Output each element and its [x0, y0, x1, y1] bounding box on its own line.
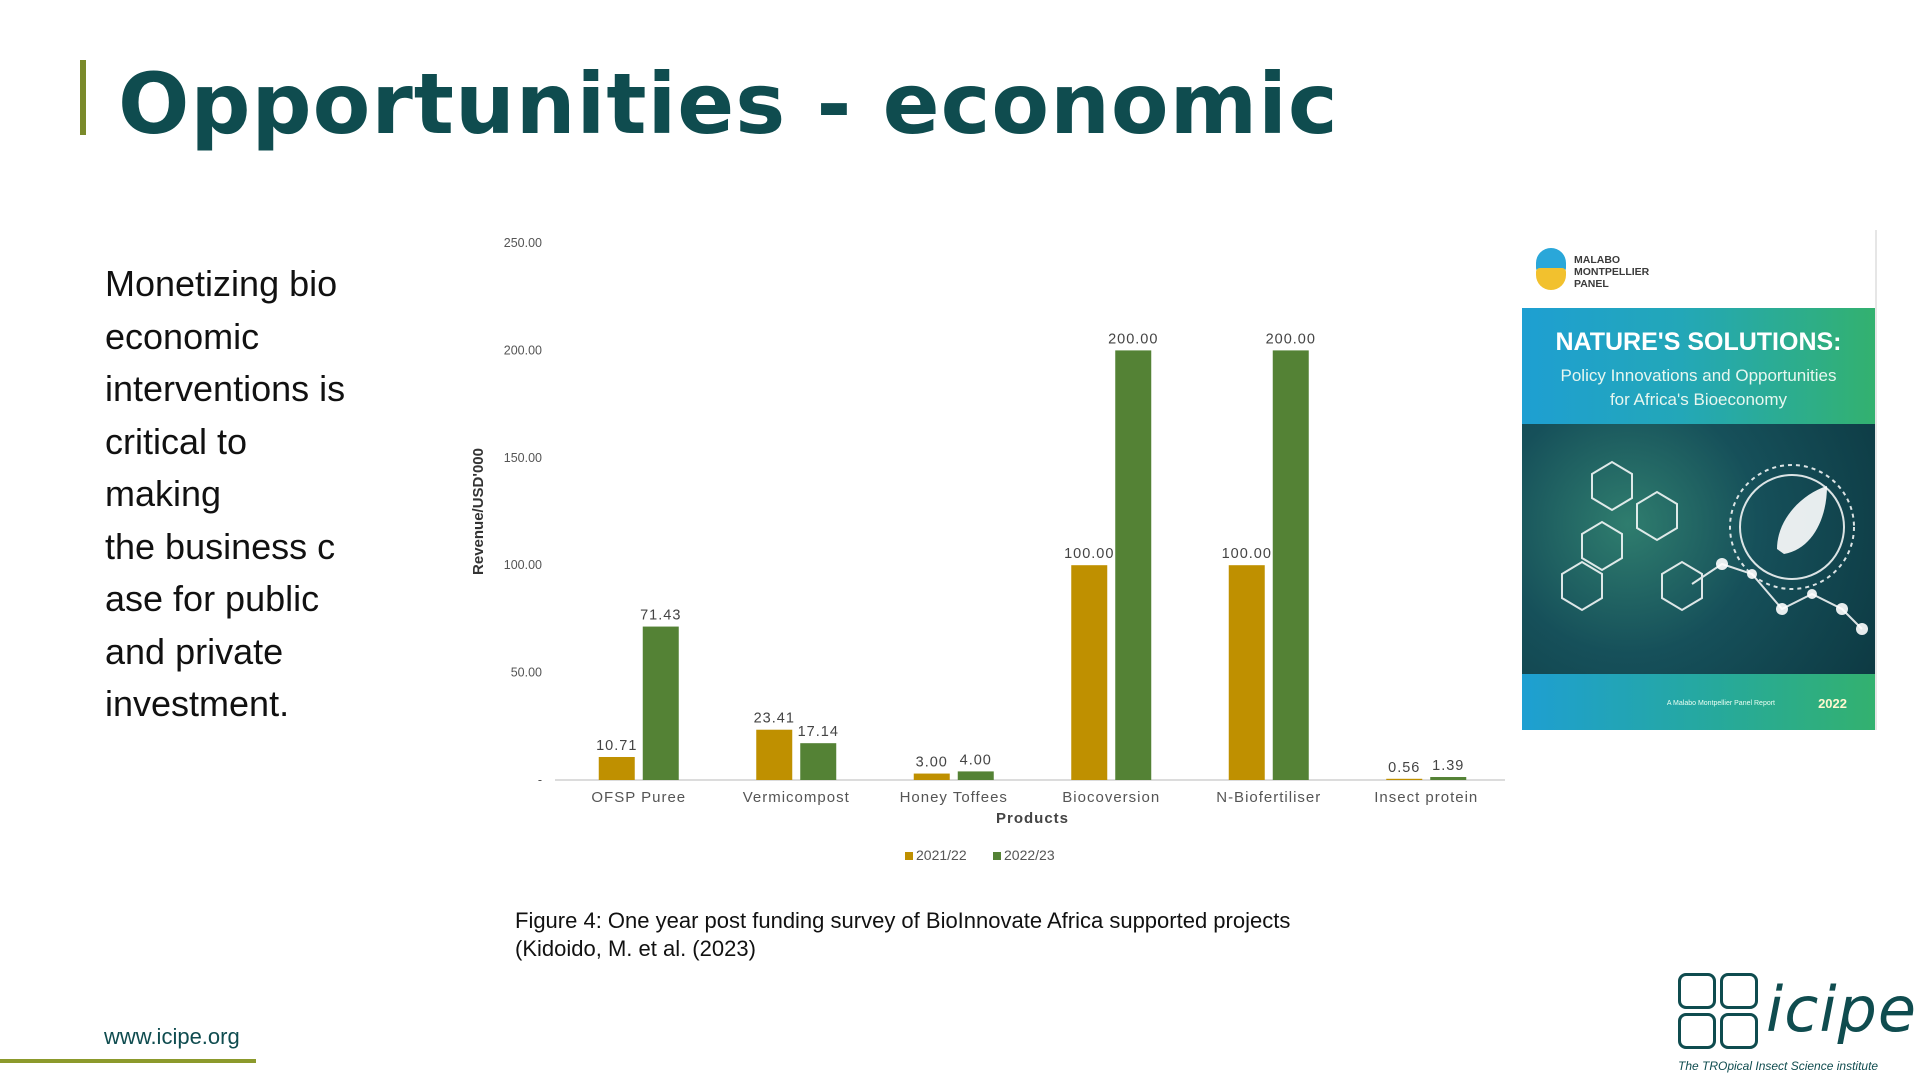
- x-tick-label: Vermicompost: [743, 789, 850, 806]
- legend-swatch: [993, 852, 1001, 860]
- cover-footer-text: A Malabo Montpellier Panel Report: [1666, 700, 1775, 707]
- cover-org-line: PANEL: [1574, 278, 1609, 290]
- y-tick-label: 50.00: [511, 666, 542, 680]
- body-text-line: economic: [105, 315, 260, 357]
- legend-swatch: [905, 852, 913, 860]
- body-text-line: ase for public: [105, 578, 320, 619]
- cover-title-band: NATURE'S SOLUTIONS: Policy Innovations a…: [1522, 308, 1875, 424]
- data-label: 23.41: [754, 711, 795, 727]
- y-tick-label: 150.00: [504, 451, 542, 465]
- body-text-line: critical to: [105, 420, 248, 462]
- cover-illustration: [1522, 424, 1875, 674]
- icipe-emblem-icon: [1678, 973, 1762, 1051]
- body-text-line: the business c: [105, 525, 336, 567]
- data-label: 10.71: [596, 738, 637, 754]
- data-label: 3.00: [916, 755, 948, 771]
- footer-website-link[interactable]: www.icipe.org: [104, 1024, 240, 1049]
- cover-subtitle: Policy Innovations and Opportunities for …: [1522, 364, 1875, 412]
- data-label: 4.00: [960, 752, 992, 768]
- x-tick-label: Honey Toffees: [900, 789, 1008, 806]
- icipe-logo: icipe The TROpical Insect Science instit…: [1678, 973, 1916, 1073]
- data-label: 1.39: [1432, 758, 1464, 774]
- y-tick-label: -: [538, 773, 542, 787]
- cover-org-line: MONTPELLIER: [1574, 266, 1650, 278]
- x-tick-label: Insect protein: [1374, 789, 1478, 806]
- data-label: 100.00: [1222, 546, 1272, 562]
- cover-org-name: MALABO MONTPELLIER PANEL: [1574, 254, 1649, 290]
- data-label: 100.00: [1064, 546, 1114, 562]
- bar-2021-22: [1228, 565, 1265, 780]
- x-tick-label: OFSP Puree: [591, 789, 686, 806]
- data-label: 71.43: [640, 608, 681, 624]
- bar-2022-23: [642, 626, 679, 780]
- x-tick-label: Biocoversion: [1062, 789, 1160, 806]
- cover-footer-band: A Malabo Montpellier Panel Report 2022: [1522, 674, 1875, 730]
- icipe-wordmark: icipe: [1766, 973, 1918, 1046]
- y-axis-label: Revenue/USD'000: [470, 448, 487, 575]
- bar-2021-22: [1071, 565, 1108, 780]
- data-label: 17.14: [798, 724, 839, 740]
- bar-2022-23: [1430, 777, 1467, 780]
- title-accent-bar: [80, 60, 86, 135]
- x-tick-label: N-Biofertiliser: [1216, 789, 1321, 806]
- figure-caption: Figure 4: One year post funding survey o…: [515, 907, 1290, 963]
- y-tick-label: 100.00: [504, 558, 542, 572]
- bar-2022-23: [1115, 350, 1152, 780]
- bar-2022-23: [800, 743, 837, 780]
- body-text-line: Monetizing bio: [105, 263, 338, 304]
- caption-line: (Kidoido, M. et al. (2023): [515, 936, 756, 961]
- cover-header: MALABO MONTPELLIER PANEL: [1522, 230, 1875, 308]
- cover-year: 2022: [1818, 696, 1847, 711]
- y-tick-label: 250.00: [504, 236, 542, 250]
- caption-line: Figure 4: One year post funding survey o…: [515, 908, 1291, 933]
- bar-2021-22: [756, 729, 793, 780]
- cover-subtitle-line: for Africa's Bioeconomy: [1609, 390, 1788, 409]
- data-label: 200.00: [1108, 331, 1158, 347]
- report-cover-image: MALABO MONTPELLIER PANEL NATURE'S SOLUTION…: [1522, 230, 1875, 730]
- body-text-line: making: [105, 473, 222, 514]
- icipe-tagline: The TROpical Insect Science institute: [1678, 1059, 1879, 1073]
- bar-2022-23: [1272, 350, 1309, 780]
- cover-org-line: MALABO: [1574, 254, 1621, 266]
- revenue-bar-chart: - 50.00 100.00 150.00 200.00 250.00 Revenue/US…: [470, 236, 1505, 863]
- body-text-line: interventions is: [105, 368, 346, 409]
- body-text-line: investment.: [105, 683, 290, 724]
- legend-label: 2022/23: [1004, 847, 1055, 863]
- leaf-network-icon: [1561, 460, 1868, 635]
- y-tick-label: 200.00: [504, 343, 542, 357]
- x-axis-label: Products: [996, 810, 1069, 827]
- data-label: 0.56: [1388, 760, 1420, 776]
- body-text: Monetizing bio economic interventions is cr…: [105, 258, 395, 731]
- cover-subtitle-line: Policy Innovations and Opportunities: [1560, 366, 1837, 385]
- cover-headline: NATURE'S SOLUTIONS:: [1555, 328, 1842, 356]
- data-label: 200.00: [1266, 331, 1316, 347]
- legend-label: 2021/22: [916, 847, 967, 863]
- bar-2021-22: [913, 773, 950, 780]
- bar-2021-22: [598, 756, 635, 780]
- slide-title: Opportunities - economic: [118, 55, 1339, 153]
- bar-2022-23: [957, 771, 994, 780]
- bar-2021-22: [1386, 778, 1423, 780]
- body-text-line: and private: [105, 630, 284, 672]
- footer-accent-line: [0, 1059, 256, 1063]
- panel-logo-icon: [1536, 248, 1568, 290]
